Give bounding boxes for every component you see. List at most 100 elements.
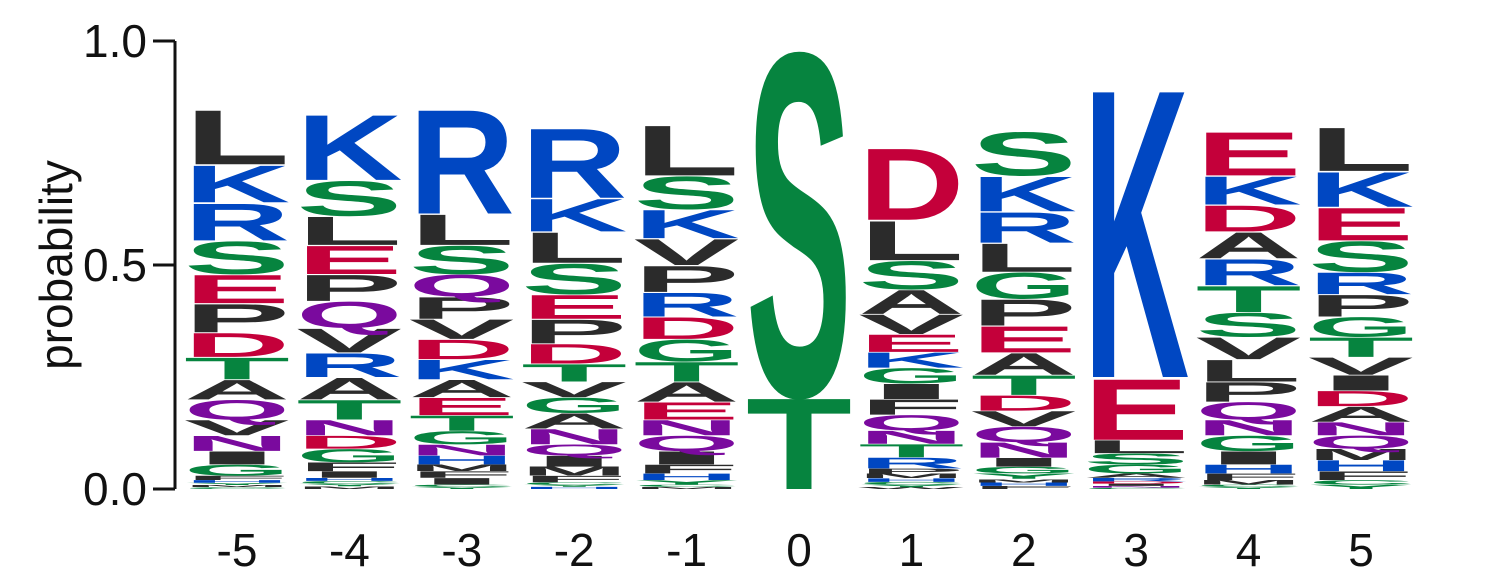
residue-T: T: [858, 440, 964, 461]
residue-E: E: [971, 319, 1077, 360]
residue-P: P: [1308, 289, 1414, 324]
residue-V: V: [971, 407, 1077, 431]
residue-A: A: [971, 347, 1077, 382]
residue-M: M: [184, 484, 290, 487]
residue-D: D: [634, 311, 740, 346]
residue-T: T: [409, 411, 515, 435]
residue-L: L: [1083, 436, 1189, 457]
residue-K: K: [1308, 162, 1414, 217]
residue-L: L: [971, 235, 1077, 280]
residue-A: A: [409, 375, 515, 403]
residue-K: K: [296, 96, 402, 200]
residue-C: C: [1308, 479, 1414, 486]
residue-M: M: [521, 464, 627, 478]
residue-I: I: [1196, 448, 1302, 469]
residue-C: C: [634, 484, 740, 487]
residue-G: G: [521, 393, 627, 417]
residue-A: A: [296, 372, 402, 407]
residue-C: C: [296, 480, 402, 484]
residue-N: N: [1196, 416, 1302, 440]
residue-K: K: [1196, 168, 1302, 213]
residue-P: P: [858, 467, 964, 475]
residue-E: E: [1083, 362, 1189, 459]
residue-I: I: [184, 448, 290, 469]
residue-Q: Q: [296, 294, 402, 335]
residue-I: I: [1308, 371, 1414, 395]
residue-G: G: [971, 465, 1077, 475]
residue-P: P: [634, 259, 740, 300]
residue-C: C: [1083, 487, 1189, 489]
x-tick-label: -5: [217, 524, 258, 576]
residue-P: P: [971, 292, 1077, 333]
residue-G: G: [858, 364, 964, 388]
residue-C: C: [858, 481, 964, 485]
residue-V: V: [409, 314, 515, 345]
residue-A: A: [1083, 472, 1189, 479]
residue-L: L: [1196, 354, 1302, 389]
residue-R: R: [1308, 266, 1414, 301]
x-tick-label: -3: [441, 524, 482, 576]
residue-D: D: [521, 338, 627, 369]
residue-P: P: [296, 268, 402, 309]
residue-A: A: [1196, 224, 1302, 266]
residue-V: V: [1196, 331, 1302, 366]
residue-S: S: [1196, 306, 1302, 344]
residue-P: P: [1196, 377, 1302, 408]
residue-I: I: [858, 379, 964, 403]
residue-C: C: [1196, 484, 1302, 487]
residue-A: A: [521, 409, 627, 433]
residue-K: K: [409, 354, 515, 385]
residue-D: D: [1196, 198, 1302, 240]
residue-I: I: [634, 448, 740, 469]
residue-Y: Y: [1308, 483, 1414, 490]
residue-R: R: [1196, 251, 1302, 293]
residue-S: S: [971, 119, 1077, 189]
residue-C: C: [521, 482, 627, 485]
residue-H: H: [1196, 462, 1302, 476]
residue-H: H: [971, 481, 1077, 487]
residue-F: F: [296, 460, 402, 474]
residue-H: H: [634, 472, 740, 482]
residue-I: I: [296, 469, 402, 479]
residue-E: E: [858, 330, 964, 358]
residue-S: S: [296, 170, 402, 226]
residue-M: M: [1308, 446, 1414, 463]
y-tick-label: 0.0: [83, 463, 147, 515]
residue-Q: Q: [858, 411, 964, 435]
residue-H: H: [521, 486, 627, 489]
residue-Y: Y: [971, 472, 1077, 480]
residue-Y: Y: [296, 483, 402, 487]
residue-R: R: [184, 193, 290, 252]
residue-M: M: [971, 478, 1077, 484]
x-tick-label: 0: [786, 524, 812, 576]
residue-I: I: [521, 453, 627, 470]
residue-Q: Q: [184, 394, 290, 425]
residue-Y: Y: [184, 482, 290, 485]
residue-Y: Y: [521, 484, 627, 487]
residue-N: N: [858, 427, 964, 448]
residue-Q: Q: [634, 431, 740, 455]
x-tick-label: 4: [1236, 524, 1262, 576]
letter-stack: TS: [746, 0, 852, 517]
residue-I: I: [409, 476, 515, 486]
residue-Y: Y: [634, 479, 740, 486]
residue-R: R: [296, 346, 402, 384]
residue-T: T: [746, 371, 852, 517]
residue-C: C: [409, 484, 515, 487]
residue-E: E: [184, 266, 290, 311]
residue-T: T: [1308, 332, 1414, 363]
residue-L: L: [296, 208, 402, 253]
residue-G: G: [409, 427, 515, 448]
residue-S: S: [1083, 450, 1189, 467]
x-tick-label: -4: [329, 524, 370, 576]
residue-K: K: [634, 202, 740, 247]
residue-G: G: [971, 265, 1077, 306]
residue-F: F: [858, 395, 964, 419]
y-axis-ticks: 0.0 0.5 1.0: [83, 15, 175, 515]
residue-E: E: [521, 288, 627, 326]
